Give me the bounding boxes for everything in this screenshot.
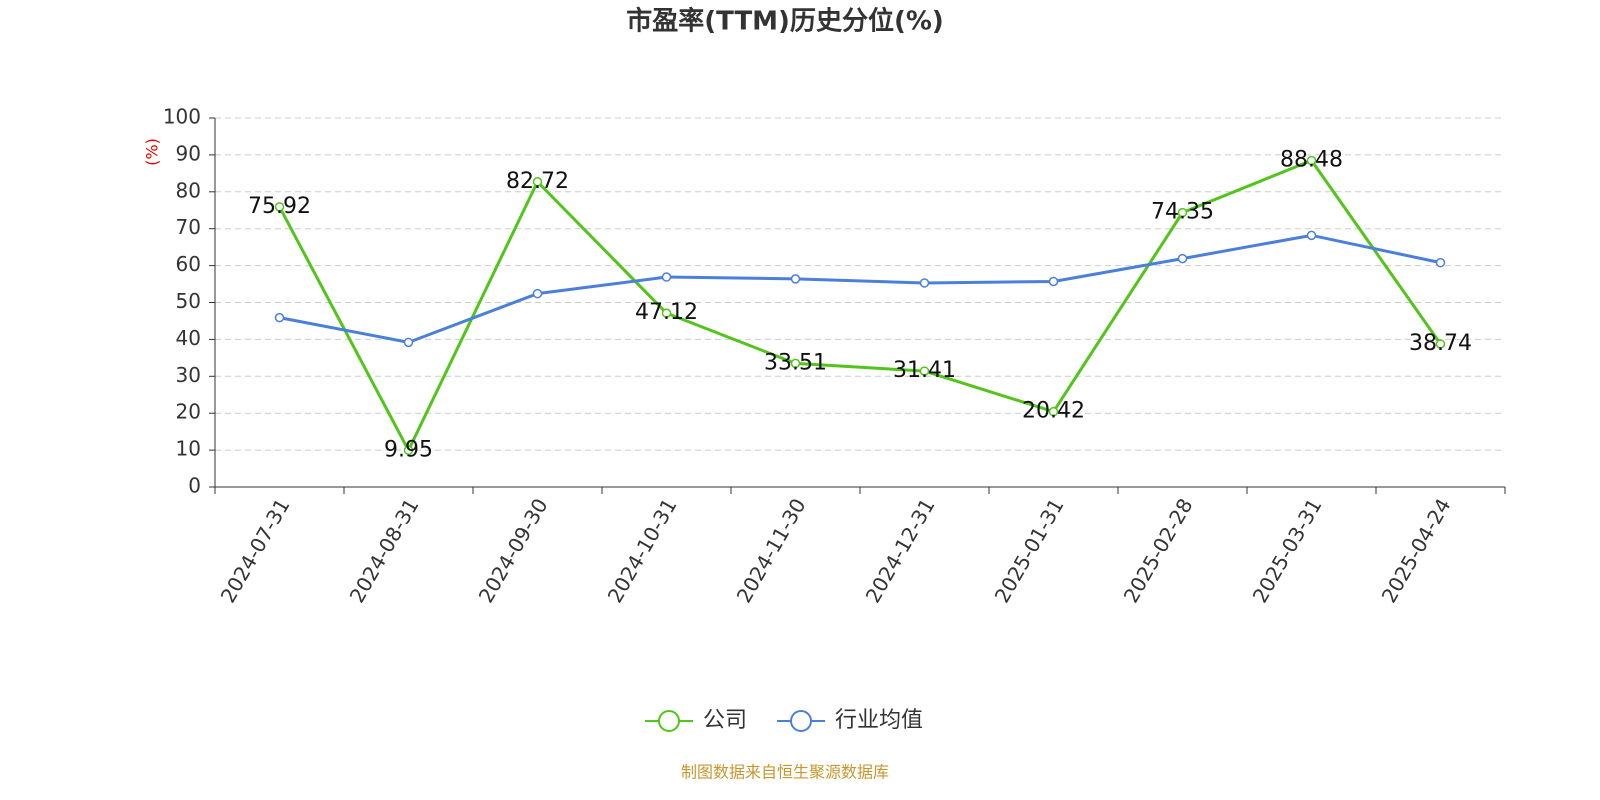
x-tick-label: 2024-11-30 — [732, 494, 811, 607]
point — [1306, 155, 1317, 166]
data-label: 9.95 — [384, 437, 433, 462]
data-label: 33.51 — [764, 350, 827, 375]
chart-title: 市盈率(TTM)历史分位(%) — [626, 6, 944, 37]
point — [919, 278, 930, 288]
point — [274, 202, 285, 212]
x-tick-label: 2024-07-31 — [216, 494, 295, 607]
legend-marker — [658, 710, 680, 732]
point — [403, 445, 414, 456]
data-label: 88.48 — [1280, 148, 1343, 173]
x-tick-label: 2025-04-24 — [1377, 494, 1456, 607]
x-tick-label: 2025-01-31 — [990, 494, 1069, 607]
point — [661, 272, 672, 282]
point — [1048, 406, 1059, 417]
data-label: 82.72 — [506, 169, 569, 194]
y-tick-label: 60 — [176, 252, 201, 276]
y-tick-label: 20 — [176, 400, 201, 424]
point — [919, 366, 930, 376]
y-tick-label: 10 — [176, 437, 201, 461]
data-label: 47.12 — [635, 300, 698, 325]
point — [1048, 276, 1059, 287]
y-tick-label: 80 — [176, 178, 201, 202]
y-axis-label: (%) — [143, 138, 162, 166]
x-tick-label: 2024-08-31 — [345, 494, 424, 607]
point — [1435, 339, 1446, 349]
data-label: 31.41 — [893, 358, 956, 383]
point — [532, 288, 543, 299]
point — [403, 337, 414, 348]
point — [790, 358, 801, 369]
data-label: 75.92 — [248, 194, 311, 219]
point — [1306, 230, 1317, 241]
point — [1435, 257, 1446, 268]
x-tick-label: 2025-02-28 — [1119, 494, 1198, 607]
x-tick-label: 2024-10-31 — [603, 494, 682, 607]
legend-item: 行业均值 — [777, 708, 923, 733]
y-tick-label: 40 — [176, 326, 201, 350]
legend-item: 公司 — [645, 708, 747, 733]
point — [274, 312, 285, 323]
data-label: 74.35 — [1151, 200, 1214, 225]
x-tick-label: 2024-12-31 — [861, 494, 940, 607]
y-tick-label: 30 — [176, 363, 201, 387]
point — [661, 308, 672, 318]
point — [1177, 253, 1188, 264]
legend-label: 行业均值 — [835, 708, 923, 733]
legend-marker — [790, 710, 813, 732]
y-tick-label: 90 — [176, 141, 201, 165]
source-note: 制图数据来自恒生聚源数据库 — [681, 763, 889, 782]
y-tick-label: 70 — [176, 215, 201, 239]
x-tick-label: 2024-09-30 — [474, 494, 553, 607]
data-label: 20.42 — [1022, 399, 1085, 424]
y-tick-label: 100 — [163, 105, 201, 129]
data-label: 38.74 — [1409, 331, 1472, 356]
point — [790, 274, 801, 284]
series-line — [278, 158, 1442, 454]
x-tick-label: 2025-03-31 — [1248, 494, 1327, 607]
series-line — [279, 233, 1441, 344]
y-tick-label: 50 — [176, 289, 201, 313]
legend-label: 公司 — [703, 708, 747, 733]
point — [1177, 207, 1188, 218]
y-tick-label: 0 — [188, 474, 201, 498]
point — [532, 177, 543, 187]
